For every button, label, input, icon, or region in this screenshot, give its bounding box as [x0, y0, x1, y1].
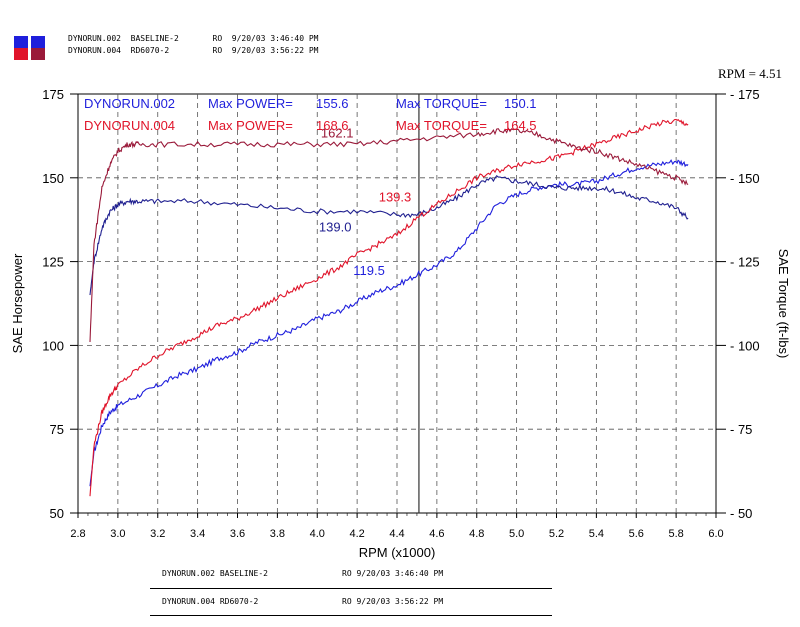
x-tick-label-5.8: 5.8 [668, 528, 683, 540]
x-tick-label-4.2: 4.2 [349, 528, 364, 540]
y-tick-label-150: 150 [42, 171, 64, 186]
y-tick-label-50: 50 [50, 506, 64, 521]
x-tick-label-2.8: 2.8 [70, 528, 85, 540]
y-tick-label-175: 175 [42, 87, 64, 102]
y-tick-label-75: 75 [50, 422, 64, 437]
legend-run-1: DYNORUN.004 [84, 118, 175, 133]
header-run004-name: RD6070-2 [130, 46, 170, 55]
annotation-1: 139.3 [379, 189, 412, 204]
cursor-readout: RPM = 4.51 [717, 66, 782, 81]
header-run004-stamp: RO 9/20/03 3:56:22 PM [212, 46, 319, 55]
footer-divider-2 [150, 615, 552, 616]
annotation-0: 162.1 [321, 126, 354, 141]
annotation-3: 119.5 [353, 263, 385, 278]
y2-tick-label-125: - 125 [730, 255, 760, 270]
footer-run004-name: RD6070-2 [219, 597, 259, 606]
y-axis-label: SAE Horsepower [10, 253, 25, 353]
legend-power-value-1: 168.6 [316, 118, 349, 133]
footer-run002-stamp: RO 9/20/03 3:46:40 PM [342, 569, 444, 578]
legend-power-label-1: Max POWER= [208, 118, 293, 133]
x-tick-label-3.0: 3.0 [110, 528, 125, 540]
y2-tick-label-75: - 75 [730, 422, 752, 437]
series-line-1 [89, 175, 689, 296]
x-tick-label-4.6: 4.6 [429, 528, 444, 540]
y2-tick-label-150: - 150 [730, 171, 760, 186]
series-line-3 [89, 127, 689, 343]
footer-divider-1 [150, 588, 552, 589]
y2-tick-label-100: - 100 [730, 338, 760, 353]
x-tick-label-4.0: 4.0 [310, 528, 325, 540]
legend-run-0: DYNORUN.002 [84, 96, 175, 111]
legend-torque-label-1: Max TORQUE= [396, 118, 487, 133]
x-tick-label-3.4: 3.4 [190, 528, 205, 540]
y-tick-label-125: 125 [42, 255, 64, 270]
series-line-0 [89, 159, 689, 487]
y2-tick-label-175: - 175 [730, 87, 760, 102]
x-tick-label-5.4: 5.4 [589, 528, 604, 540]
y2-axis-label: SAE Torque (ft-lbs) [776, 249, 791, 359]
legend-torque-label-0: Max TORQUE= [396, 96, 487, 111]
x-tick-label-4.4: 4.4 [389, 528, 404, 540]
header-run002: DYNORUN.002 BASELINE-2 RO 9/20/03 3:46:4… [68, 34, 318, 43]
y2-tick-label-50: - 50 [730, 506, 752, 521]
dyno-chart: 2.8 3.0 3.2 3.4 3.6 3.8 4.0 4.2 4.4 4.6 4.8 5.0 5.2 5… [10, 87, 791, 560]
x-tick-label-6.0: 6.0 [708, 528, 723, 540]
run004-swatch-right [31, 48, 45, 60]
legend-power-value-0: 155.6 [316, 96, 349, 111]
x-tick-label-3.8: 3.8 [270, 528, 285, 540]
footer-run002-file: DYNORUN.002 [162, 569, 215, 578]
header-run002-stamp: RO 9/20/03 3:46:40 PM [212, 34, 319, 43]
y-tick-label-100: 100 [42, 338, 64, 353]
x-tick-label-5.2: 5.2 [549, 528, 564, 540]
footer-run002: DYNORUN.002 BASELINE-2 RO 9/20/03 3:46:4… [162, 569, 443, 578]
annotation-2: 139.0 [319, 219, 352, 234]
x-tick-label-5.6: 5.6 [629, 528, 644, 540]
header-run004: DYNORUN.004 RD6070-2 RO 9/20/03 3:56:22 … [68, 46, 318, 55]
run004-swatch-left [14, 48, 28, 60]
x-tick-label-3.2: 3.2 [150, 528, 165, 540]
footer-run002-name: BASELINE-2 [219, 569, 268, 578]
x-tick-label-3.6: 3.6 [230, 528, 245, 540]
footer-run004-file: DYNORUN.004 [162, 597, 215, 606]
legend-power-label-0: Max POWER= [208, 96, 293, 111]
x-axis-label: RPM (x1000) [359, 545, 436, 560]
x-tick-label-5.0: 5.0 [509, 528, 524, 540]
x-tick-label-4.8: 4.8 [469, 528, 484, 540]
run002-swatch-left [14, 36, 28, 50]
series-line-2 [89, 118, 689, 497]
legend-torque-value-1: 164.5 [504, 118, 537, 133]
footer-run004: DYNORUN.004 RD6070-2 RO 9/20/03 3:56:22 … [162, 597, 443, 606]
header-run002-name: BASELINE-2 [130, 34, 179, 43]
run002-swatch-right [31, 36, 45, 50]
footer-run004-stamp: RO 9/20/03 3:56:22 PM [342, 597, 444, 606]
header-run004-file: DYNORUN.004 [68, 46, 121, 55]
header-run002-file: DYNORUN.002 [68, 34, 121, 43]
legend-torque-value-0: 150.1 [504, 96, 537, 111]
